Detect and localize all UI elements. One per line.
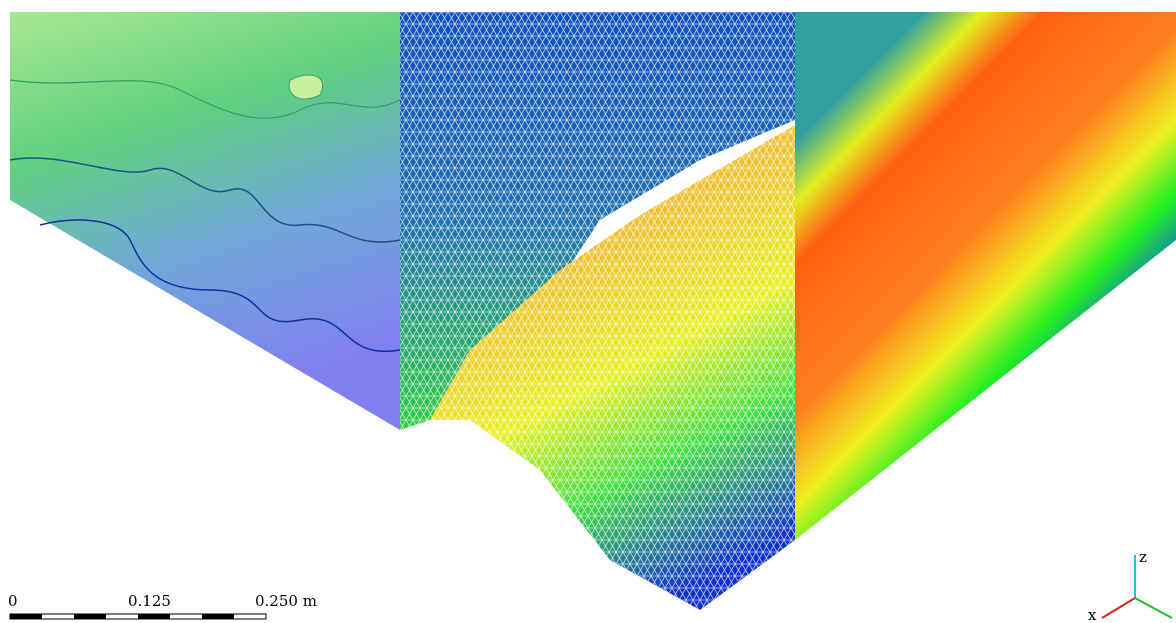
- scale-bar-segment: [202, 614, 234, 619]
- scale-label: 0.250 m: [255, 592, 317, 610]
- scale-bar-segment: [138, 614, 170, 619]
- render-view: 0 0.125 0.250 m z x: [0, 0, 1176, 623]
- mesh-wireframe: [400, 12, 795, 610]
- scale-label: 0.125: [128, 592, 171, 610]
- axis-y: [1135, 598, 1172, 618]
- scene: 0 0.125 0.250 m z x: [0, 0, 1176, 623]
- axis-x: [1102, 598, 1135, 618]
- scale-label: 0: [8, 592, 18, 610]
- contour-patch: [289, 75, 323, 99]
- shaded-surface: [795, 12, 1176, 540]
- scale-bar-segment: [10, 614, 42, 619]
- axis-label: z: [1139, 548, 1147, 566]
- axis-label: x: [1088, 606, 1097, 623]
- scale-bar-segment: [74, 614, 106, 619]
